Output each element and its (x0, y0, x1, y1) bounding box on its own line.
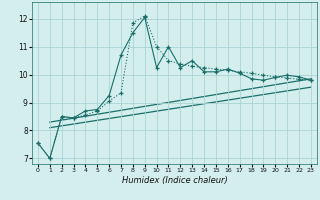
X-axis label: Humidex (Indice chaleur): Humidex (Indice chaleur) (122, 176, 227, 185)
